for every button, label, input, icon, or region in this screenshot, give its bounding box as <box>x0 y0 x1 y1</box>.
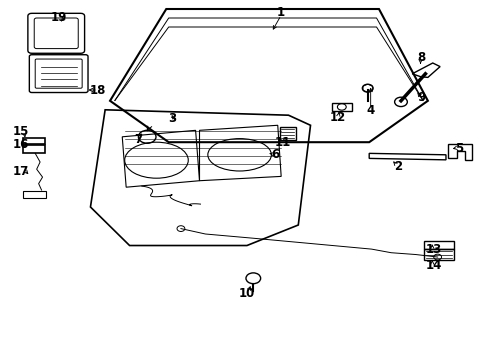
Text: 14: 14 <box>425 259 441 272</box>
Text: 1: 1 <box>277 6 285 19</box>
Text: 3: 3 <box>168 112 176 125</box>
Text: 12: 12 <box>328 111 345 124</box>
Text: 17: 17 <box>12 165 29 178</box>
Text: 8: 8 <box>417 51 425 64</box>
Text: 2: 2 <box>394 160 402 173</box>
Text: 19: 19 <box>50 11 67 24</box>
Text: 5: 5 <box>455 142 463 155</box>
Text: 18: 18 <box>89 84 106 97</box>
Text: 9: 9 <box>417 91 425 104</box>
Text: 7: 7 <box>134 133 142 146</box>
Text: 15: 15 <box>12 125 29 138</box>
Text: 11: 11 <box>274 136 290 149</box>
Text: 4: 4 <box>366 104 374 117</box>
Text: 16: 16 <box>12 138 29 150</box>
Text: 6: 6 <box>271 148 279 161</box>
Text: 10: 10 <box>238 287 255 300</box>
Text: 13: 13 <box>425 243 441 256</box>
